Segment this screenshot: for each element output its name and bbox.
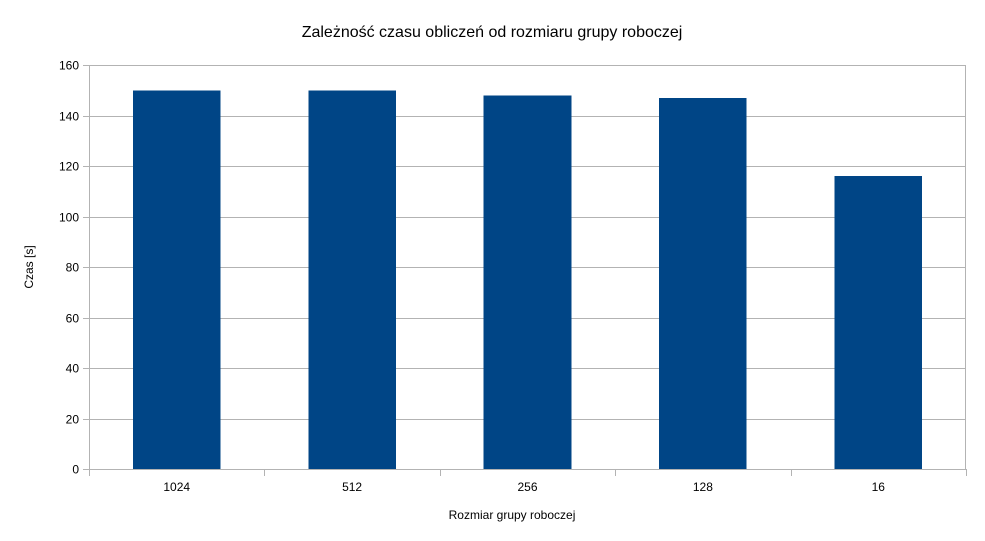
y-tick-label: 40 <box>66 362 80 376</box>
bars <box>132 90 923 470</box>
y-tick-label: 80 <box>66 261 80 275</box>
x-axis-label: Rozmiar grupy roboczej <box>449 508 576 522</box>
bar-16 <box>834 176 923 469</box>
x-tick-label: 512 <box>342 480 362 494</box>
y-tick-label: 140 <box>59 110 79 124</box>
x-axis-ticks: 1024 512 256 128 16 <box>89 469 967 494</box>
y-tick-label: 20 <box>66 413 80 427</box>
x-tick-label: 256 <box>517 480 537 494</box>
plot-frame <box>89 65 966 470</box>
chart-title: Zależność czasu obliczeń od rozmiaru gru… <box>302 24 683 41</box>
bar-1024 <box>132 90 221 470</box>
y-axis-label: Czas [s] <box>22 245 36 288</box>
x-tick-label: 1024 <box>163 480 190 494</box>
plot-area-border <box>89 65 966 470</box>
y-axis-ticks: 0 20 40 60 80 100 120 140 160 <box>59 59 89 477</box>
bar-256 <box>483 95 572 470</box>
bar-128 <box>659 97 747 470</box>
y-tick-label: 0 <box>72 463 79 477</box>
y-tick-label: 120 <box>59 160 79 174</box>
y-tick-label: 100 <box>59 211 79 225</box>
bar-512 <box>308 90 396 470</box>
x-tick-label: 16 <box>872 480 886 494</box>
x-tick-label: 128 <box>693 480 713 494</box>
y-tick-label: 160 <box>59 59 79 73</box>
y-tick-label: 60 <box>66 312 80 326</box>
